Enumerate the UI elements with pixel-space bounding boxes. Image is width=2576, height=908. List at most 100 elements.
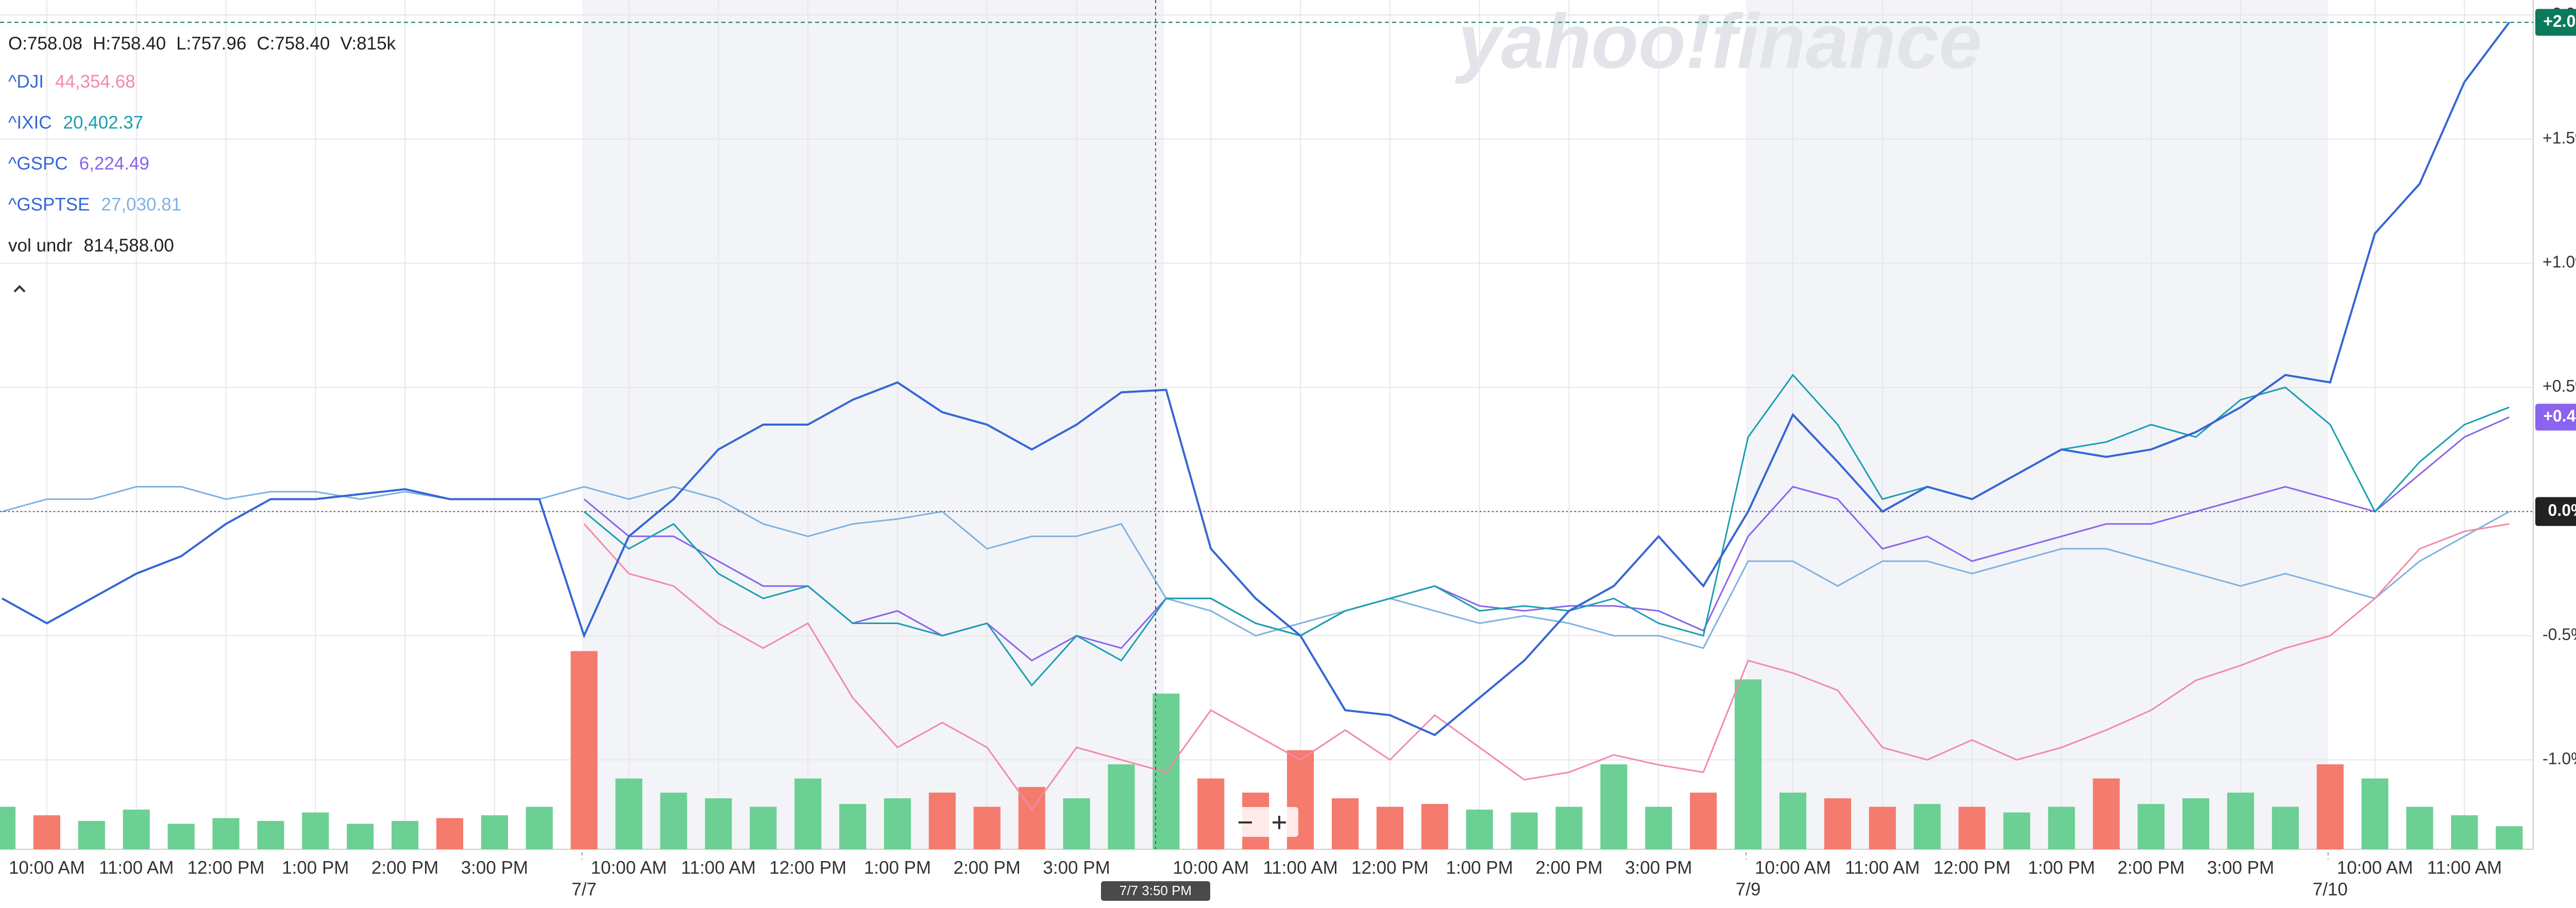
volume-bar	[1690, 793, 1717, 849]
volume-bar	[392, 821, 419, 849]
volume-bar	[750, 806, 777, 849]
x-tick-label: 12:00 PM	[188, 857, 265, 878]
volume-bar	[2227, 793, 2255, 849]
legend-name: ^IXIC	[8, 113, 52, 133]
x-tick-label: 10:00 AM	[9, 857, 85, 878]
volume-bar	[2093, 778, 2120, 849]
legend-value: 814,588.00	[84, 236, 174, 256]
legend-entry[interactable]: ^DJI 44,354.68	[8, 72, 135, 92]
watermark: yahoo!finance	[1454, 0, 1982, 85]
ohlc-readout: O:758.08 H:758.40 L:757.96 C:758.40 V:815k	[8, 33, 396, 54]
volume-bar	[212, 818, 240, 849]
x-tick-label: 2:00 PM	[954, 857, 1021, 878]
volume-bar	[257, 821, 284, 849]
legend-name: ^GSPTSE	[8, 195, 90, 215]
volume-bar	[660, 793, 687, 849]
volume-bar	[1331, 798, 1359, 849]
legend-entry[interactable]: ^GSPC 6,224.49	[8, 154, 149, 174]
x-tick-label: 10:00 AM	[2337, 857, 2413, 878]
volume-bar	[2003, 812, 2030, 849]
x-tick-label: 11:00 AM	[681, 857, 756, 878]
x-tick-label: 1:00 PM	[1446, 857, 1513, 878]
volume-bar	[1824, 798, 1851, 849]
x-tick-label: 2:00 PM	[1535, 857, 1602, 878]
x-tick-label: 11:00 AM	[1263, 857, 1337, 878]
volume-bar	[2496, 826, 2523, 849]
legend-entry[interactable]: vol undr 814,588.00	[8, 236, 174, 256]
y-tick-label: +1.5%	[2543, 128, 2576, 147]
crosshair-x-badge	[1101, 881, 1210, 901]
volume-bar	[615, 778, 642, 849]
volume-bar	[1063, 798, 1090, 849]
volume-bar	[1779, 793, 1807, 849]
volume-bar	[2316, 764, 2344, 849]
x-tick-label: 3:00 PM	[1625, 857, 1692, 878]
volume-bar	[78, 821, 105, 849]
legend-value: 20,402.37	[63, 113, 144, 133]
legend-name: ^GSPC	[8, 154, 68, 174]
last-value-label: +2.0%	[2543, 12, 2576, 30]
volume-bar	[973, 806, 1001, 849]
x-tick-label: 3:00 PM	[461, 857, 528, 878]
volume-bar	[1466, 810, 1493, 849]
volume-bar	[2272, 806, 2299, 849]
x-tick-label: 3:00 PM	[1043, 857, 1110, 878]
x-tick-label: 1:00 PM	[2028, 857, 2095, 878]
series-line	[583, 523, 2510, 811]
y-tick-label: +1.0%	[2543, 253, 2576, 271]
volume-bar	[123, 810, 150, 849]
volume-bar	[1600, 764, 1628, 849]
legend-entry[interactable]: ^IXIC 20,402.37	[8, 113, 143, 133]
volume-bar	[1913, 804, 1941, 849]
x-tick-label: 11:00 AM	[2427, 857, 2502, 878]
volume-bar	[167, 823, 195, 849]
volume-bar	[570, 651, 598, 849]
ohlc-value: O:758.08	[8, 33, 82, 54]
volume-bar	[2182, 798, 2210, 849]
session-shade	[582, 0, 1164, 849]
volume-bar	[2138, 804, 2165, 849]
last-value-label: +0.4%	[2543, 407, 2576, 425]
date-label: 7/7	[571, 879, 597, 899]
volume-bar	[481, 815, 508, 849]
zoom-in-button[interactable]	[1273, 816, 1286, 829]
volume-bar	[1645, 806, 1672, 849]
session-shade	[1746, 0, 2328, 849]
legend-name: vol undr	[8, 236, 73, 256]
ohlc-value: L:757.96	[176, 33, 246, 54]
collapse-legend-button[interactable]	[13, 285, 26, 293]
legend-value: 6,224.49	[79, 154, 149, 174]
volume-bar	[1958, 806, 1986, 849]
x-tick-label: 10:00 AM	[591, 857, 667, 878]
x-tick-label: 12:00 PM	[1934, 857, 2011, 878]
legend-value: 27,030.81	[101, 195, 181, 215]
x-tick-label: 2:00 PM	[371, 857, 438, 878]
crosshair-y-label: 0.0%	[2548, 501, 2576, 519]
x-tick-label: 2:00 PM	[2117, 857, 2184, 878]
legend-name: ^DJI	[8, 72, 44, 92]
volume-bar	[33, 815, 60, 849]
date-label: 7/9	[1736, 879, 1761, 899]
volume-bar	[1376, 806, 1403, 849]
legend-entry[interactable]: ^GSPTSE 27,030.81	[8, 195, 181, 215]
x-tick-label: 12:00 PM	[769, 857, 846, 878]
y-tick-label: -1.0%	[2543, 749, 2576, 768]
series-line	[2, 485, 2510, 649]
date-label: 7/10	[2313, 879, 2348, 899]
ohlc-value: V:815k	[340, 33, 396, 54]
volume-bar	[794, 778, 822, 849]
zoom-panel[interactable]	[1226, 807, 1298, 837]
x-tick-label: 3:00 PM	[2207, 857, 2274, 878]
volume-bar	[2048, 806, 2075, 849]
volume-bar	[1735, 679, 1762, 849]
x-tick-label: 1:00 PM	[864, 857, 931, 878]
volume-bar	[1197, 778, 1225, 849]
x-tick-label: 1:00 PM	[282, 857, 349, 878]
volume-bar	[302, 812, 329, 849]
volume-bar	[839, 804, 867, 849]
volume-bar	[1421, 804, 1448, 849]
x-tick-label: 12:00 PM	[1351, 857, 1429, 878]
volume-bar	[1869, 806, 1896, 849]
